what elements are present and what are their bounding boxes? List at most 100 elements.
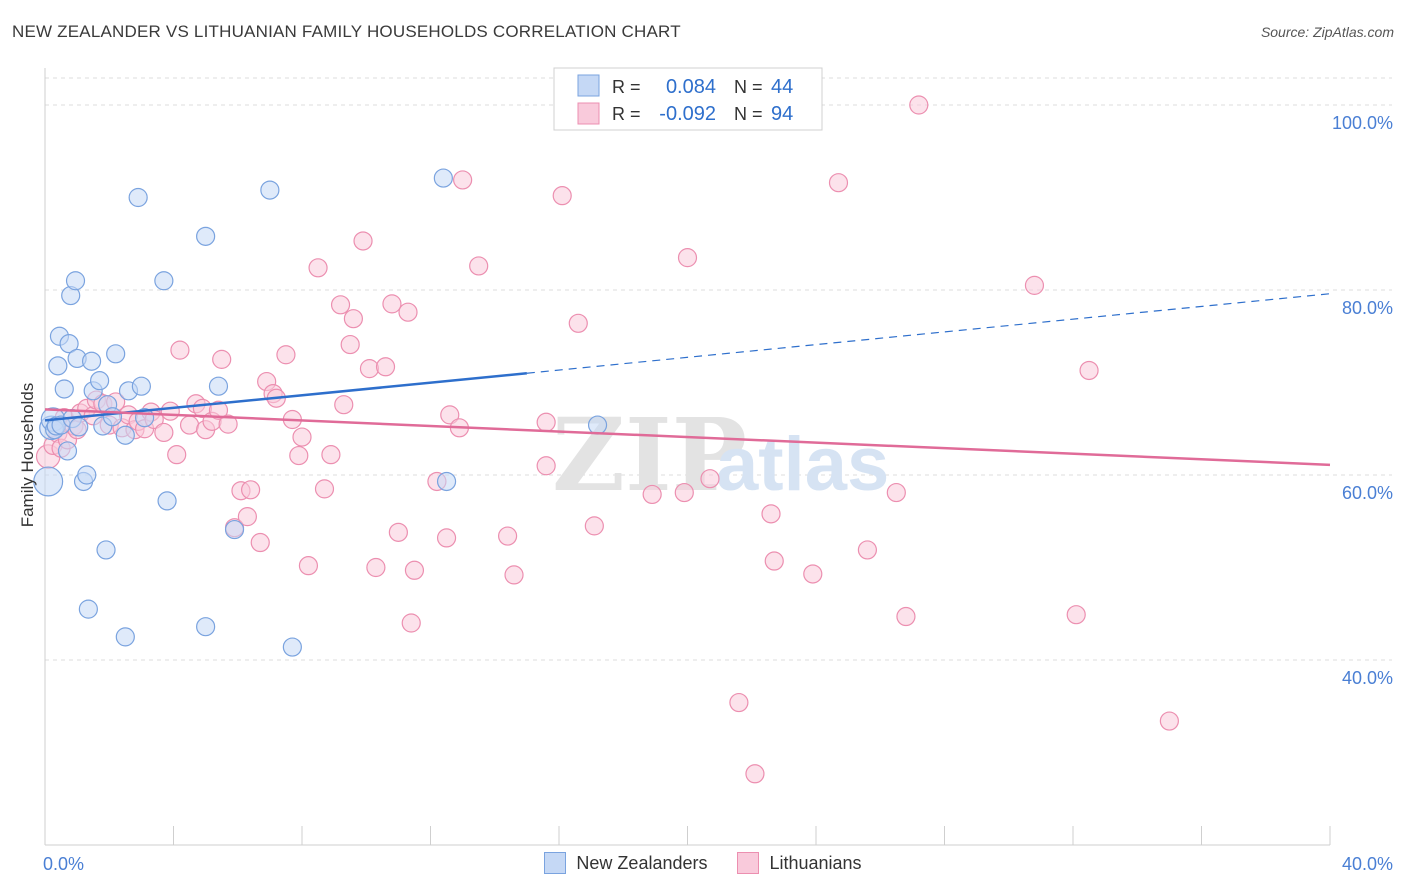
chart-title: NEW ZEALANDER VS LITHUANIAN FAMILY HOUSE… <box>12 22 681 41</box>
data-point <box>398 302 418 322</box>
data-point <box>167 445 187 465</box>
data-point <box>587 415 608 435</box>
data-point <box>196 617 216 637</box>
legend-r-value-2: -0.092 <box>659 103 716 125</box>
legend-swatch-pink <box>577 102 600 125</box>
data-point <box>382 294 402 314</box>
data-point <box>154 271 174 291</box>
data-point <box>674 482 694 503</box>
data-point <box>334 395 354 415</box>
legend-box: R = 0.084 N = 44 R = -0.092 N = 94 <box>553 67 823 131</box>
data-point <box>828 173 849 193</box>
data-point <box>366 557 386 578</box>
data-point <box>896 606 916 627</box>
data-point <box>340 334 360 355</box>
data-point <box>77 465 97 485</box>
data-point <box>69 417 89 437</box>
data-point <box>241 480 261 500</box>
trend-line-lithuanians <box>44 408 1331 467</box>
data-point <box>196 226 216 246</box>
data-point <box>803 564 823 584</box>
legend-n-label-1: N = <box>734 77 763 97</box>
data-point <box>536 456 556 476</box>
data-point <box>404 560 425 580</box>
data-point <box>260 180 280 200</box>
data-point <box>33 466 64 497</box>
data-point <box>761 504 781 524</box>
data-point <box>729 692 749 713</box>
data-point <box>321 445 341 465</box>
legend-r-label-1: R = <box>612 77 641 97</box>
data-point <box>359 359 380 379</box>
data-point <box>237 507 257 527</box>
data-point <box>909 95 929 115</box>
data-point <box>65 271 86 291</box>
data-point <box>453 170 473 190</box>
y-tick-label: 40.0% <box>1342 668 1393 688</box>
legend-label-lithuanians: Lithuanians <box>769 852 862 873</box>
data-point <box>179 415 200 435</box>
data-point <box>568 313 588 333</box>
legend-n-label-2: N = <box>734 104 763 124</box>
data-point <box>292 427 312 447</box>
series-new-zealanders <box>33 168 608 657</box>
data-point <box>131 376 151 396</box>
data-point <box>157 491 177 511</box>
y-tick-label: 100.0% <box>1332 113 1393 133</box>
data-point <box>353 231 373 251</box>
data-point <box>250 532 270 553</box>
data-point <box>128 187 148 208</box>
data-point <box>375 357 396 377</box>
data-point <box>59 334 79 354</box>
legend-swatch-lithuanians <box>737 852 760 874</box>
data-point <box>440 405 460 425</box>
tick-labels: 40.0% 60.0% 80.0% 100.0% 0.0% 40.0% <box>43 113 1393 874</box>
data-point <box>208 400 229 420</box>
data-point <box>764 551 784 571</box>
data-point <box>498 526 518 546</box>
grid-lines <box>45 77 1392 661</box>
x-tick-label: 0.0% <box>43 854 84 874</box>
data-point <box>436 471 457 492</box>
data-point <box>81 351 102 371</box>
legend-n-value-2: 94 <box>771 103 793 125</box>
data-point <box>1024 275 1045 295</box>
data-point <box>48 356 68 376</box>
data-point <box>170 340 190 360</box>
data-point <box>745 764 765 784</box>
data-point <box>78 599 98 619</box>
data-point <box>308 258 328 278</box>
data-point <box>552 186 572 206</box>
data-point <box>115 627 135 647</box>
data-point <box>700 469 720 489</box>
data-point <box>857 540 878 560</box>
data-point <box>57 441 78 461</box>
data-point <box>584 516 604 536</box>
data-point <box>886 482 906 503</box>
data-point <box>102 407 123 427</box>
data-point <box>208 376 229 396</box>
data-point <box>90 371 110 391</box>
legend-swatch-blue <box>577 74 600 97</box>
y-axis-label: Family Households <box>18 383 37 528</box>
trend-line-new-zealanders-extension <box>526 293 1331 374</box>
data-point <box>96 540 116 560</box>
watermark-atlas: atlas <box>716 422 889 507</box>
legend-n-value-1: 44 <box>771 76 793 98</box>
data-point <box>436 528 457 548</box>
data-point <box>401 613 421 633</box>
trend-lines <box>44 293 1331 467</box>
data-point <box>504 565 524 585</box>
data-point <box>224 519 245 540</box>
data-point <box>298 556 319 576</box>
data-point <box>388 522 408 542</box>
legend-item-new-zealanders: New Zealanders <box>544 852 707 874</box>
data-point <box>642 484 662 505</box>
data-point <box>314 479 335 499</box>
legend-swatch-new-zealanders <box>544 852 567 874</box>
legend-r-value-1: 0.084 <box>666 76 716 98</box>
data-point <box>433 168 453 188</box>
y-tick-label: 80.0% <box>1342 298 1393 318</box>
x-tick-label: 40.0% <box>1342 854 1393 874</box>
